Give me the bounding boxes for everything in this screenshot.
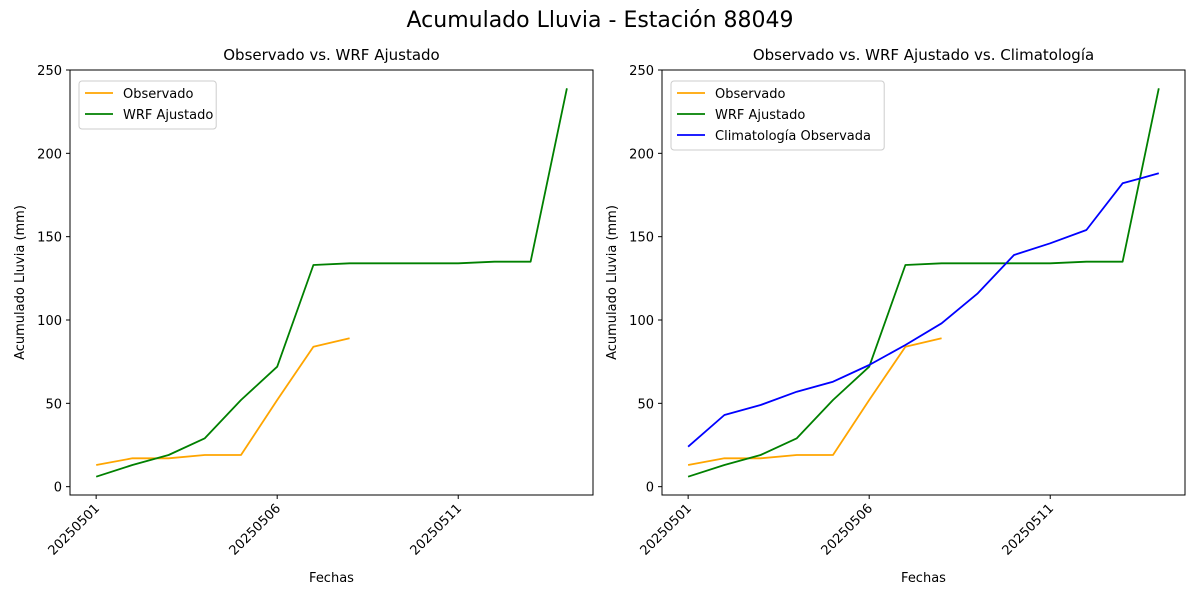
x-axis-label: Fechas [901, 571, 946, 586]
subplot-title: Observado vs. WRF Ajustado vs. Climatolo… [753, 46, 1094, 64]
y-tick-label: 200 [629, 147, 654, 162]
y-tick-label: 200 [37, 147, 62, 162]
plot-area-frame [69, 69, 594, 496]
x-tick-label: 20250511 [1000, 501, 1057, 558]
legend-label: Observado [715, 87, 786, 102]
subplot-2: Observado vs. WRF Ajustado vs. Climatolo… [605, 46, 1186, 586]
legend: Observado WRF Ajustado [78, 80, 217, 130]
x-axis-label: Fechas [309, 571, 354, 586]
x-tick-label: 20250506 [227, 501, 284, 558]
x-tick-label: 20250511 [408, 501, 465, 558]
subplot-title: Observado vs. WRF Ajustado [223, 46, 439, 64]
x-tick-label: 20250506 [819, 501, 876, 558]
y-tick-label: 50 [637, 397, 654, 412]
legend-box [78, 80, 217, 130]
legend-box [670, 80, 885, 151]
legend-label: Climatología Observada [715, 129, 871, 144]
subplot-1: Observado vs. WRF Ajustado 0 50 100 150 200 25… [13, 46, 594, 586]
y-axis-label: Acumulado Lluvia (mm) [13, 205, 28, 360]
figure-title: Acumulado Lluvia - Estación 88049 [406, 8, 794, 33]
y-tick-label: 0 [646, 481, 654, 496]
y-tick-label: 50 [45, 397, 62, 412]
y-tick-label: 250 [37, 64, 62, 79]
series-line-wrf-ajustado [95, 88, 568, 478]
y-tick-label: 150 [629, 231, 654, 246]
series-line-climatolog-a-observada [687, 172, 1160, 448]
y-axis-label: Acumulado Lluvia (mm) [605, 205, 620, 360]
series-line-observado [96, 337, 350, 466]
legend: Observado WRF Ajustado Climatología Observ… [670, 80, 885, 151]
legend-label: WRF Ajustado [123, 108, 213, 123]
series-line-observado [687, 337, 942, 466]
y-tick-label: 250 [629, 64, 654, 79]
y-tick-label: 100 [629, 314, 654, 329]
y-tick-label: 150 [37, 231, 62, 246]
y-tick-label: 0 [54, 481, 62, 496]
y-tick-label: 100 [37, 314, 62, 329]
x-tick-label: 20250501 [638, 501, 695, 558]
legend-label: WRF Ajustado [715, 108, 805, 123]
legend-label: Observado [123, 87, 194, 102]
series-line-wrf-ajustado [687, 88, 1160, 478]
plot-area-frame [661, 69, 1186, 496]
x-tick-label: 20250501 [46, 501, 103, 558]
